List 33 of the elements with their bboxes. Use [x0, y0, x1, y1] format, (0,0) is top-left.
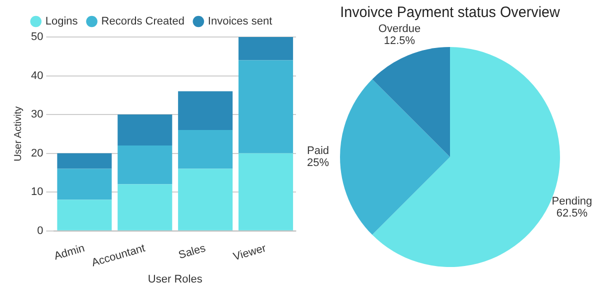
data-label: 62.5%	[556, 208, 588, 220]
bar	[178, 91, 233, 130]
y-axis-title: User Activity	[12, 106, 24, 162]
slice-label: Overdue	[378, 23, 421, 36]
y-tick-label: 10	[30, 186, 44, 198]
bar	[118, 184, 172, 230]
x-tick-label: Admin	[52, 242, 86, 263]
bar	[238, 60, 294, 154]
bar	[178, 130, 233, 169]
bar	[57, 153, 112, 169]
bar	[238, 37, 294, 60]
legend-label: Invoices sent	[208, 16, 272, 28]
y-tick-label: 50	[30, 31, 44, 44]
x-axis-title: User Roles	[148, 273, 203, 286]
legend-label: Records Created	[101, 16, 184, 28]
data-label: 25%	[306, 157, 330, 170]
y-tick-label: 40	[30, 70, 44, 82]
bar	[57, 168, 112, 200]
slice-label: Paid	[306, 145, 330, 158]
slice-label: Pending	[552, 196, 592, 208]
bar	[118, 114, 172, 146]
y-tick-label: 0	[37, 224, 44, 237]
legend-label: Logins	[45, 16, 78, 28]
y-tick-label: 30	[30, 108, 44, 121]
x-tick-label: Viewer	[232, 242, 268, 264]
y-tick-label: 20	[30, 147, 44, 160]
bar	[118, 146, 172, 184]
bar	[57, 200, 112, 230]
x-tick-label: Sales	[177, 242, 208, 262]
data-label: 12.5%	[384, 35, 416, 48]
bar	[238, 153, 294, 230]
bar	[178, 168, 233, 230]
chart-title: Invoivce Payment status Overview	[340, 4, 560, 22]
